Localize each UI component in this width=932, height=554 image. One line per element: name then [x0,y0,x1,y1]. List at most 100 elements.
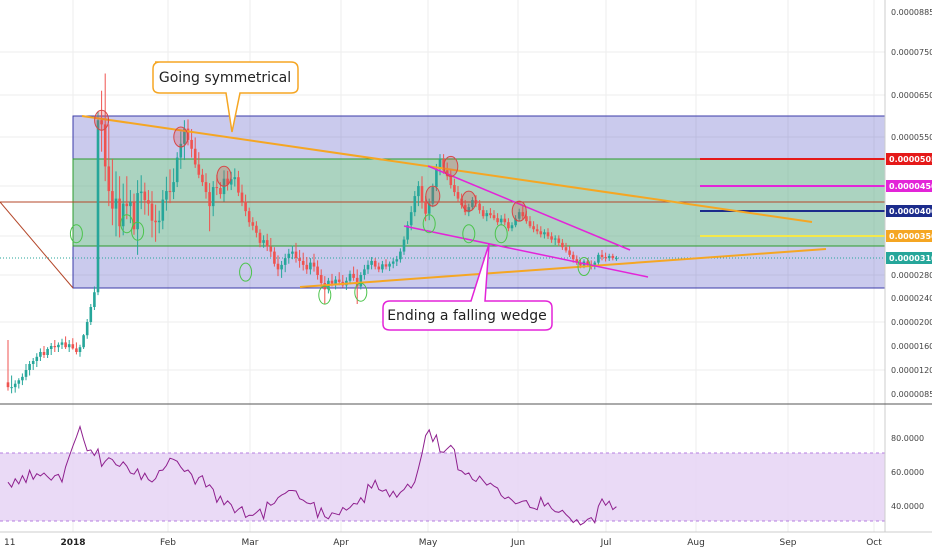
candle[interactable] [96,111,100,296]
candle[interactable] [237,170,240,197]
candle[interactable] [492,210,496,221]
candle[interactable] [31,358,35,370]
candle[interactable] [143,182,147,215]
candle[interactable] [417,181,420,207]
candle[interactable] [431,183,435,208]
trough-marker[interactable] [494,224,508,244]
candle[interactable] [427,198,431,221]
candle[interactable] [147,190,150,216]
candle[interactable] [168,169,172,204]
candle[interactable] [179,131,183,169]
trough-marker[interactable] [354,282,368,302]
candle[interactable] [399,248,402,263]
candle[interactable] [255,221,258,238]
candle[interactable] [420,176,424,209]
candle[interactable] [208,183,211,232]
candle[interactable] [561,239,564,250]
wedge-lower-line[interactable] [403,225,649,278]
candle[interactable] [89,304,93,325]
candle[interactable] [478,200,481,214]
candle[interactable] [337,272,341,286]
candle[interactable] [204,173,208,199]
peak-marker[interactable] [443,155,459,177]
candle[interactable] [103,73,107,182]
left-red-diagonal[interactable] [0,201,74,289]
candle[interactable] [413,191,417,217]
candle[interactable] [453,178,456,197]
candle[interactable] [370,257,373,270]
trough-marker[interactable] [239,262,253,282]
candle[interactable] [514,215,517,228]
candle[interactable] [467,203,471,217]
candle[interactable] [575,255,579,265]
candle[interactable] [35,353,39,367]
candle[interactable] [384,259,388,270]
candle[interactable] [615,255,618,261]
candle[interactable] [283,253,287,273]
wedge-upper-line[interactable] [427,165,631,251]
descending-trendline[interactable] [81,115,813,223]
candle[interactable] [269,237,273,258]
candle[interactable] [604,252,607,262]
trough-marker[interactable] [462,224,476,244]
candle[interactable] [557,235,561,247]
candle[interactable] [240,184,244,207]
candle[interactable] [132,193,136,235]
candle[interactable] [183,120,186,161]
candle[interactable] [125,176,129,220]
candle[interactable] [456,186,460,203]
candle[interactable] [258,229,262,248]
candle[interactable] [543,229,546,239]
candle[interactable] [161,190,165,230]
candle[interactable] [78,344,82,357]
candle[interactable] [568,246,571,258]
candle[interactable] [503,213,507,226]
candle[interactable] [150,191,154,238]
candle[interactable] [42,346,46,358]
price-label-tag[interactable]: 0.00004003 [886,205,932,217]
candle[interactable] [449,170,453,189]
candle[interactable] [118,176,121,238]
time-axis[interactable]: 11 2018 Feb Mar Apr May Jun Jul Aug Sep Oct [4,538,882,548]
candle[interactable] [485,210,489,222]
candle[interactable] [564,242,568,253]
callout-top-box[interactable] [152,61,299,133]
candle[interactable] [334,276,337,290]
callout-bottom-box[interactable] [382,243,553,331]
candle[interactable] [17,378,21,389]
candle[interactable] [165,176,168,211]
candle[interactable] [28,361,31,376]
candle[interactable] [24,364,28,381]
candle[interactable] [287,248,291,264]
trough-marker[interactable] [69,224,83,244]
candle[interactable] [107,124,111,207]
candle[interactable] [190,129,193,158]
candle[interactable] [481,206,485,219]
candle[interactable] [193,137,197,168]
candle[interactable] [39,348,42,361]
candle[interactable] [435,163,438,192]
candle[interactable] [111,159,114,226]
candle[interactable] [276,255,280,277]
candle[interactable] [611,253,615,261]
candle[interactable] [553,235,557,246]
candle[interactable] [305,257,309,274]
peak-marker[interactable] [461,190,477,212]
candle[interactable] [348,270,352,285]
peak-marker[interactable] [216,165,232,187]
candle[interactable] [546,228,550,240]
candle[interactable] [100,90,103,152]
candle[interactable] [366,260,370,274]
candle[interactable] [499,215,503,226]
trough-marker[interactable] [577,257,591,277]
candle[interactable] [251,217,255,231]
candle[interactable] [154,204,157,242]
ascending-trendline[interactable] [299,248,827,288]
candle[interactable] [550,232,553,243]
candle[interactable] [139,175,143,210]
candle[interactable] [535,224,539,235]
candle[interactable] [244,194,247,217]
trough-marker[interactable] [422,214,436,234]
candle[interactable] [201,168,204,187]
candle[interactable] [388,261,391,272]
